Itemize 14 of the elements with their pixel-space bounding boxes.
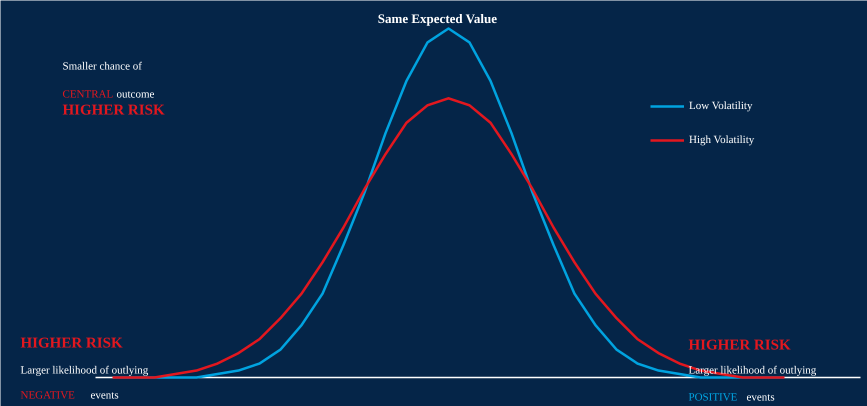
annotation: HIGHER RISK <box>62 102 165 118</box>
annotation: CENTRAL <box>62 88 114 100</box>
annotation: Smaller chance of <box>62 60 142 72</box>
text: events <box>746 392 775 404</box>
annotation: HIGHER RISK <box>688 338 791 354</box>
text: events <box>90 390 119 402</box>
annotation: Larger likelihood of outlying <box>20 364 149 376</box>
legend-label: Low Volatility <box>689 100 752 112</box>
legend-label: High Volatility <box>689 134 754 146</box>
text: NEGATIVE <box>20 390 76 402</box>
text: POSITIVE <box>688 392 738 404</box>
annotation: HIGHER RISK <box>20 336 123 352</box>
chart-title: Same Expected Value <box>378 11 498 26</box>
annotation: outcome <box>116 88 154 100</box>
